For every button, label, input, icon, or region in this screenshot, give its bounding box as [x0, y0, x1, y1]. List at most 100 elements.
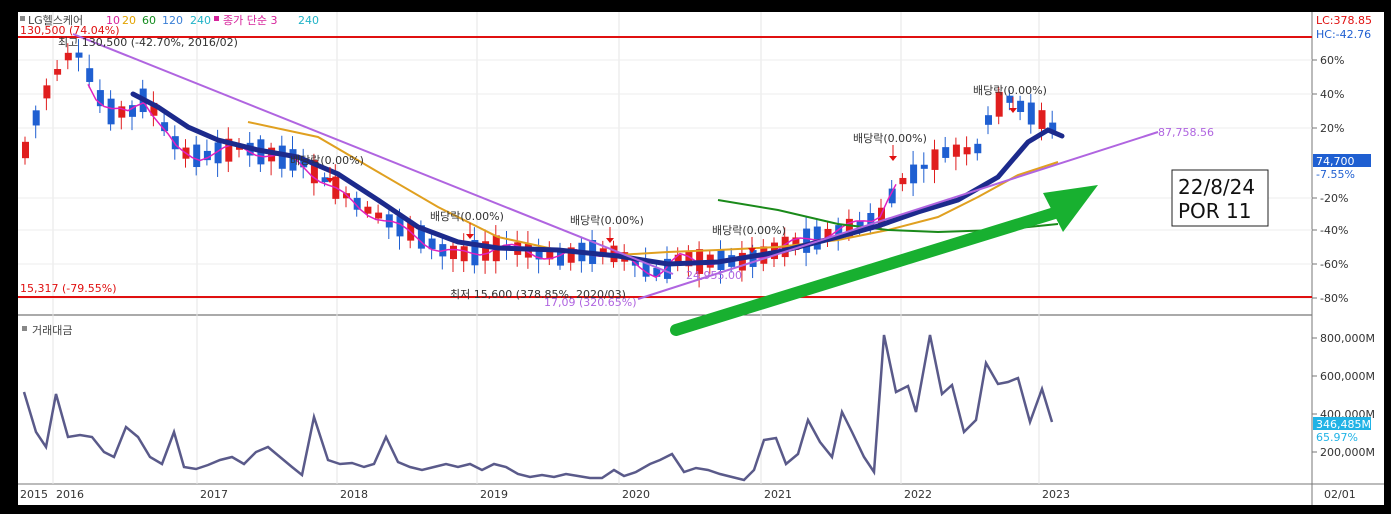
x-axis-labels: 2015 2016 2017 2018 2019 2020 2021 2022 2023 — [20, 488, 1070, 501]
x-axis-label: 2019 — [480, 488, 508, 501]
ma-label-120: 120 — [162, 14, 183, 27]
candle-body — [803, 228, 811, 253]
candle-body — [664, 258, 671, 279]
candle-body — [54, 69, 62, 75]
candle-body — [995, 91, 1003, 117]
ma-label-10: 10 — [106, 14, 120, 27]
candle-body — [171, 136, 179, 150]
annotation-box — [1171, 169, 1269, 227]
uptrend-arrow — [670, 185, 1098, 336]
candle-body — [22, 141, 29, 159]
candle-body — [888, 188, 896, 204]
x-axis-label: 2020 — [622, 488, 650, 501]
x-axis-label: 2022 — [904, 488, 932, 501]
candle-body — [535, 247, 543, 260]
uptrend-line[interactable] — [637, 131, 1159, 300]
dividend-label: 배당락(0.00%) — [290, 154, 364, 167]
trendline-end-label: 87,758.56 — [1158, 126, 1214, 139]
window-frame: 배당락(0.00%) 배당락(0.00%) 배당락(0.00%) 배당락(0.00%)… — [6, 4, 1385, 510]
candle-body — [878, 207, 885, 227]
dividend-label: 배당락(0.00%) — [973, 84, 1047, 97]
dividend-arrow-icon — [606, 238, 614, 243]
chart-panel: 배당락(0.00%) 배당락(0.00%) 배당락(0.00%) 배당락(0.00%)… — [18, 12, 1384, 505]
candle-body — [96, 90, 104, 107]
candle-body — [396, 216, 404, 237]
candle-body — [214, 142, 222, 164]
stock-chart[interactable]: 배당락(0.00%) 배당락(0.00%) 배당락(0.00%) 배당락(0.00%)… — [18, 12, 1384, 505]
close-ma-period: 240 — [298, 14, 319, 27]
close-ma-label: 종가 단순 3 — [223, 14, 277, 27]
x-axis-label: 2018 — [340, 488, 368, 501]
candle-body — [1027, 102, 1035, 125]
dividend-label: 배당락(0.00%) — [570, 214, 644, 227]
price-tick-label: 40% — [1320, 88, 1344, 101]
price-tick-label: 20% — [1320, 122, 1344, 135]
current-volume-box — [1313, 417, 1371, 430]
x-axis-label: 2016 — [56, 488, 84, 501]
candle-body — [428, 238, 436, 250]
candle-body — [813, 226, 821, 250]
annotation-por: POR 11 — [1178, 199, 1252, 223]
ma-label-240: 240 — [190, 14, 211, 27]
candle-body — [129, 105, 136, 117]
candle-body — [653, 267, 661, 277]
candle-body — [824, 228, 832, 241]
annotation-date: 22/8/24 — [1178, 175, 1255, 199]
ma5-thick-line — [130, 91, 1065, 267]
low-note: 최저 15,600 (378.85%, 2020/03) — [450, 288, 626, 301]
current-pct: -7.55% — [1316, 168, 1355, 181]
price-tick-label: -40% — [1320, 224, 1348, 237]
dividend-markers: 배당락(0.00%) 배당락(0.00%) 배당락(0.00%) 배당락(0.00%)… — [290, 84, 1047, 253]
candle-body — [985, 115, 992, 125]
dividend-label: 배당락(0.00%) — [430, 210, 504, 223]
current-price-box — [1313, 154, 1371, 167]
candle-body — [1049, 122, 1057, 133]
current-volume: 346,485M — [1316, 418, 1371, 431]
dividend-arrow-icon — [466, 234, 474, 239]
dividend-label: 배당락(0.00%) — [853, 132, 927, 145]
candle-body — [321, 177, 329, 183]
candle-body — [685, 251, 693, 267]
candle-body — [942, 147, 950, 158]
volume-tick-label: 800,000M — [1320, 332, 1375, 345]
volume-square-icon — [22, 326, 27, 331]
candle-body — [289, 149, 297, 171]
candle-body — [899, 177, 907, 185]
x-axis-label: 2021 — [764, 488, 792, 501]
volume-title: 거래대금 — [32, 324, 72, 337]
high-price-label: 130,500 (74.04%) — [20, 24, 120, 37]
moving-averages — [87, 83, 1065, 279]
ma10-line — [87, 83, 897, 279]
volume-tick-label: 600,000M — [1320, 370, 1375, 383]
candle-body — [310, 160, 318, 184]
trading-value-line — [22, 334, 1054, 482]
candle-body — [642, 260, 650, 277]
high-note: 최고 130,500 (-42.70%, 2016/02) — [58, 36, 238, 49]
candle-body — [1038, 110, 1046, 129]
candle-body — [856, 220, 864, 229]
candle-body — [86, 68, 94, 82]
candle-body — [450, 245, 457, 260]
price-tick-label: 60% — [1320, 54, 1344, 67]
candle-body — [974, 143, 982, 154]
candle-body — [1017, 100, 1025, 113]
x-axis-right-label: 02/01 — [1324, 488, 1356, 501]
candle-body — [920, 164, 928, 169]
candle-body — [300, 159, 308, 168]
candle-body — [75, 52, 83, 58]
candle-body — [107, 98, 115, 125]
legend-square-icon — [20, 16, 25, 21]
legend-title: LG헬스케어 — [28, 14, 83, 27]
vertical-grid — [52, 12, 1040, 484]
candle-body — [150, 102, 158, 116]
current-volume-pct: 65.97% — [1316, 431, 1358, 444]
downtrend-line[interactable] — [72, 33, 674, 275]
candle-body — [353, 197, 361, 210]
candle-body — [278, 145, 286, 169]
candle-body — [482, 241, 490, 261]
candle-body — [364, 206, 372, 214]
candle-body — [963, 147, 971, 155]
candle-body — [835, 225, 843, 237]
low-note-secondary: 17,09 (320.65%) — [544, 296, 637, 309]
candle-body — [931, 149, 939, 170]
